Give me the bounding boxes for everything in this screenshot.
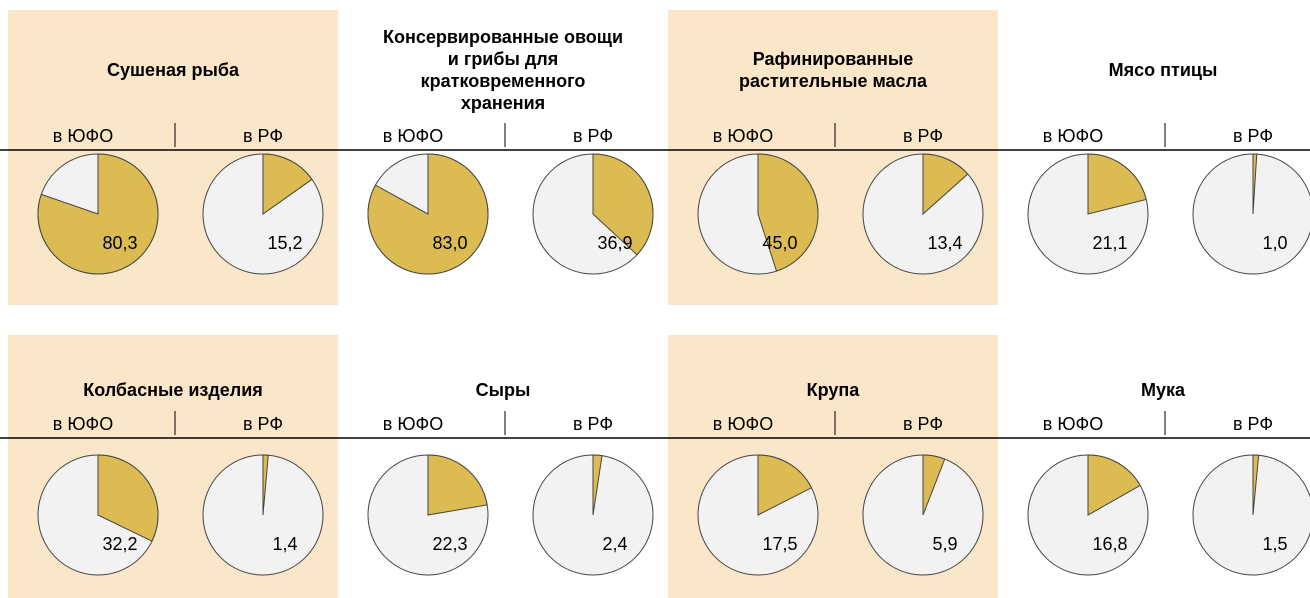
- pie-rest: [1192, 153, 1310, 275]
- pie-slice: [592, 454, 603, 516]
- value-label: 80,3: [102, 233, 137, 253]
- value-label: 83,0: [432, 233, 467, 253]
- pie-slice: [262, 153, 313, 215]
- value-label: 36,9: [597, 233, 632, 253]
- value-label: 32,2: [102, 534, 137, 554]
- value-label: 22,3: [432, 534, 467, 554]
- pie-slice: [1087, 153, 1147, 215]
- sub-label: в ЮФО: [1043, 414, 1103, 434]
- sub-label: в ЮФО: [53, 126, 113, 146]
- pie-slice: [427, 454, 488, 516]
- pie-slice: [97, 454, 159, 542]
- sub-label: в РФ: [243, 126, 283, 146]
- value-label: 2,4: [602, 534, 627, 554]
- group-title: Мука: [1140, 380, 1186, 400]
- value-label: 1,4: [272, 534, 297, 554]
- pie-slice: [1252, 454, 1260, 516]
- pie-slice: [367, 153, 489, 275]
- pie-slice: [1252, 153, 1258, 215]
- group-title: Крупа: [806, 380, 860, 400]
- sub-label: в ЮФО: [383, 414, 443, 434]
- sub-label: в РФ: [1233, 414, 1273, 434]
- pie-slice: [922, 153, 969, 216]
- value-label: 45,0: [762, 233, 797, 253]
- sub-label: в РФ: [573, 126, 613, 146]
- group-title: Мясо птицы: [1108, 60, 1218, 80]
- group-title: Сыры: [475, 380, 531, 400]
- group-title: Сушеная рыба: [107, 60, 239, 80]
- value-label: 13,4: [927, 233, 962, 253]
- pie-slice: [1087, 454, 1141, 516]
- value-label: 5,9: [932, 534, 957, 554]
- sub-label: в РФ: [903, 414, 943, 434]
- sub-label: в ЮФО: [53, 414, 113, 434]
- sub-label: в РФ: [573, 414, 613, 434]
- value-label: 1,5: [1262, 534, 1287, 554]
- pie-slice: [37, 153, 159, 275]
- sub-label: в РФ: [243, 414, 283, 434]
- value-label: 17,5: [762, 534, 797, 554]
- sub-label: в РФ: [903, 126, 943, 146]
- value-label: 21,1: [1092, 233, 1127, 253]
- pie-slice: [262, 454, 269, 516]
- sub-label: в ЮФО: [713, 126, 773, 146]
- sub-label: в ЮФО: [383, 126, 443, 146]
- sub-label: в ЮФО: [713, 414, 773, 434]
- pie-slice: [592, 153, 654, 256]
- sub-label: в РФ: [1233, 126, 1273, 146]
- pie-rest: [1192, 454, 1310, 576]
- value-label: 15,2: [267, 233, 302, 253]
- group-title: Рафинированные растительные масла: [738, 49, 928, 91]
- group-title: Консервированные овощи и грибы для кратк…: [382, 27, 624, 113]
- pie-slice: [757, 153, 819, 272]
- value-label: 1,0: [1262, 233, 1287, 253]
- pie-slice: [922, 454, 946, 516]
- group-title: Колбасные изделия: [83, 380, 263, 400]
- sub-label: в ЮФО: [1043, 126, 1103, 146]
- pie-slice: [757, 454, 813, 516]
- value-label: 16,8: [1092, 534, 1127, 554]
